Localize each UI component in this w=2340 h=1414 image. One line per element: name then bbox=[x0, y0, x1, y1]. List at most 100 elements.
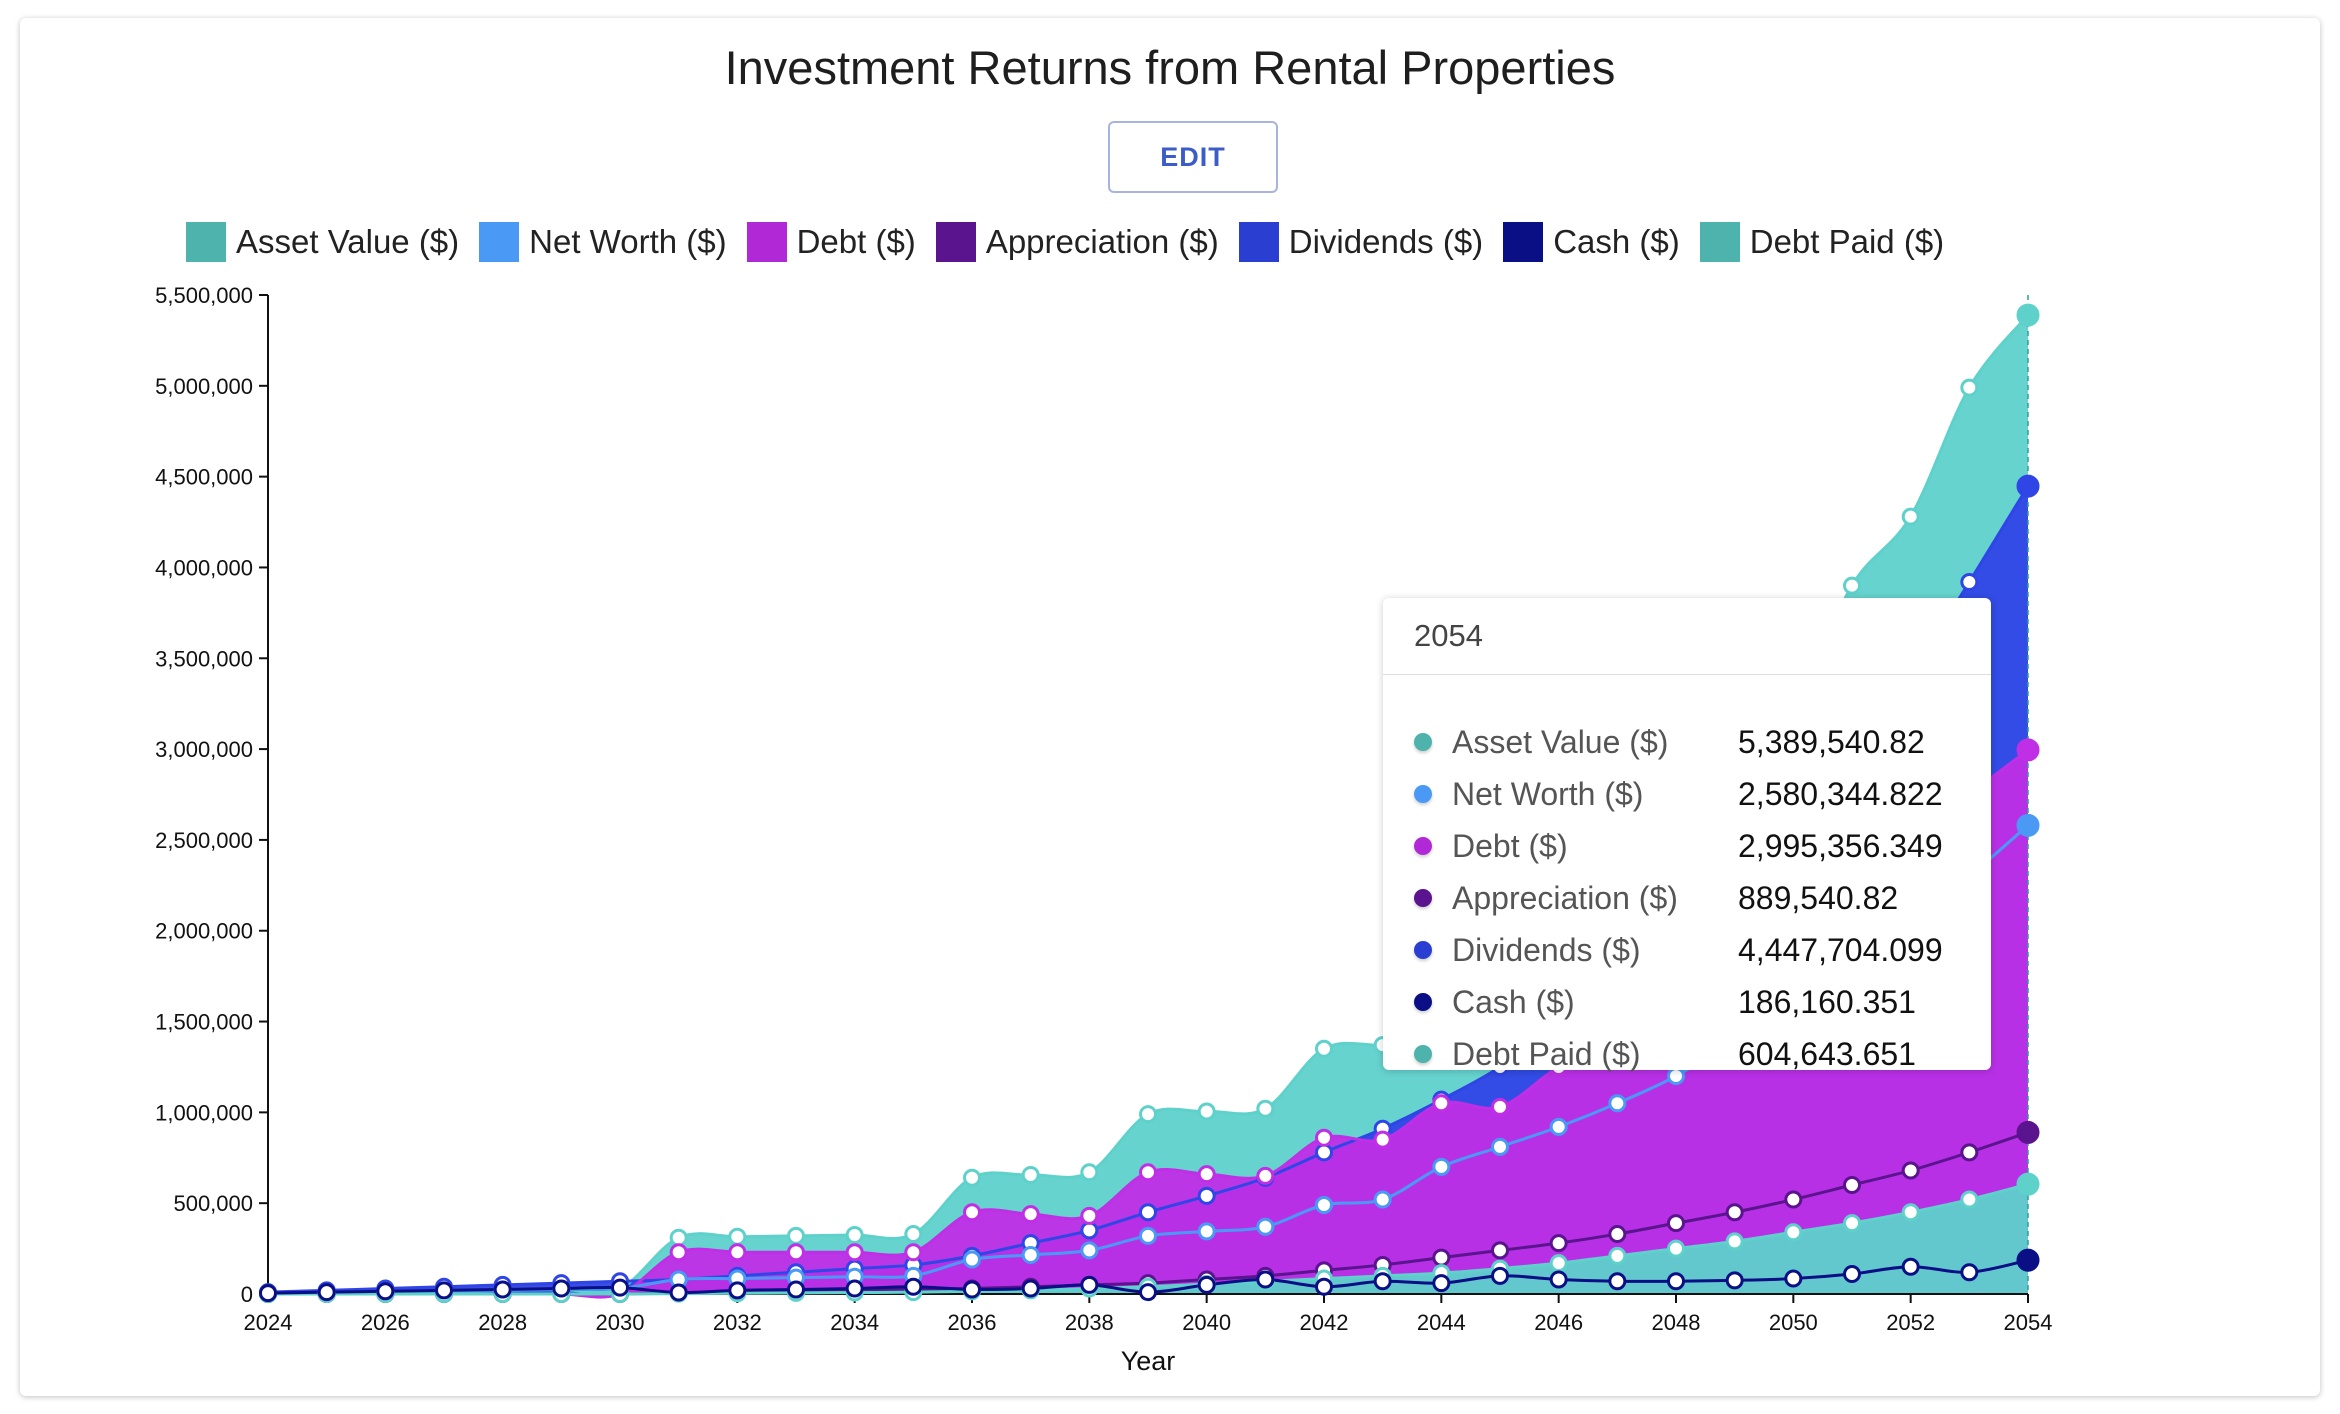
data-point-debt- bbox=[787, 1243, 805, 1262]
data-point-debt-paid- bbox=[1784, 1223, 1803, 1242]
legend-item-debt-paid[interactable]: Debt Paid ($) bbox=[1699, 222, 1944, 262]
legend-label: Net Worth ($) bbox=[529, 223, 727, 260]
data-point-cash- bbox=[1843, 1265, 1861, 1284]
legend-item-net-worth[interactable]: Net Worth ($) bbox=[479, 222, 727, 262]
tooltip-dot bbox=[1414, 785, 1432, 803]
tooltip-row-appreciation: Appreciation ($) 889,540.82 bbox=[1414, 872, 1974, 924]
data-point-debt-paid- bbox=[1608, 1246, 1627, 1265]
area-debt- bbox=[268, 749, 2028, 1298]
tooltip-row-cash: Cash ($) 186,160.351 bbox=[1414, 976, 1974, 1028]
legend-item-dividends[interactable]: Dividends ($) bbox=[1238, 222, 1483, 262]
legend-label: Asset Value ($) bbox=[236, 223, 460, 260]
data-point-debt-paid- bbox=[1960, 1190, 1979, 1209]
data-point-debt-paid- bbox=[1725, 1232, 1744, 1251]
legend-item-appreciation[interactable]: Appreciation ($) bbox=[935, 222, 1219, 262]
data-point-cash- bbox=[669, 1283, 688, 1302]
tooltip: 2054 Asset Value ($) 5,389,540.82 Net Wo… bbox=[1383, 598, 1991, 1072]
legend-label: Appreciation ($) bbox=[985, 223, 1219, 260]
data-point-appreciation- bbox=[2016, 1120, 2040, 1144]
data-point-debt- bbox=[1080, 1206, 1099, 1225]
data-point-appreciation- bbox=[1608, 1225, 1627, 1244]
data-point-debt- bbox=[1021, 1205, 1040, 1224]
tooltip-row-dividends: Dividends ($) 4,447,704.099 bbox=[1414, 924, 1974, 976]
data-point-debt-paid- bbox=[1549, 1254, 1568, 1273]
tooltip-label: Appreciation ($) bbox=[1452, 879, 1678, 916]
data-point-cash- bbox=[259, 1284, 277, 1303]
tooltip-row-debt-paid: Debt Paid ($) 604,643.651 bbox=[1414, 1028, 1974, 1080]
data-point-net-worth- bbox=[1608, 1094, 1627, 1113]
data-point-cash- bbox=[1315, 1277, 1333, 1296]
y-tick-label: 2,000,000 bbox=[155, 919, 253, 944]
x-tick-label: 2050 bbox=[1769, 1310, 1818, 1335]
data-point-appreciation- bbox=[1901, 1161, 1920, 1180]
tooltip-dot bbox=[1414, 837, 1432, 855]
data-point-net-worth- bbox=[1139, 1226, 1157, 1245]
tooltip-label: Debt ($) bbox=[1452, 827, 1568, 864]
data-point-cash- bbox=[1432, 1274, 1451, 1293]
data-point-cash- bbox=[904, 1277, 923, 1296]
data-point-cash- bbox=[787, 1280, 805, 1299]
tooltip-year: 2054 bbox=[1383, 598, 1991, 675]
x-tick-label: 2030 bbox=[596, 1310, 645, 1335]
x-tick-label: 2044 bbox=[1417, 1310, 1466, 1335]
tooltip-dot bbox=[1414, 993, 1432, 1011]
x-tick-label: 2026 bbox=[361, 1310, 410, 1335]
data-point-net-worth- bbox=[1373, 1190, 1392, 1209]
data-point-dividends- bbox=[1960, 572, 1979, 591]
data-point-net-worth- bbox=[1491, 1137, 1509, 1156]
data-point-debt- bbox=[2016, 738, 2040, 762]
legend-swatch bbox=[479, 222, 520, 262]
x-tick-label: 2048 bbox=[1652, 1310, 1701, 1335]
data-point-appreciation- bbox=[1725, 1203, 1744, 1222]
data-point-net-worth- bbox=[1197, 1222, 1216, 1241]
data-point-dividends- bbox=[1080, 1221, 1099, 1240]
data-point-debt- bbox=[1256, 1166, 1275, 1185]
y-tick-label: 2,500,000 bbox=[155, 828, 253, 853]
data-point-cash- bbox=[1256, 1270, 1275, 1289]
edit-button[interactable]: EDIT bbox=[1108, 121, 1278, 193]
area-debt-paid- bbox=[268, 1184, 2028, 1295]
y-tick-label: 0 bbox=[241, 1282, 253, 1307]
x-tick-label: 2042 bbox=[1300, 1310, 1349, 1335]
x-tick-label: 2036 bbox=[948, 1310, 997, 1335]
data-point-cash- bbox=[493, 1280, 512, 1299]
data-point-debt- bbox=[845, 1243, 864, 1262]
data-point-net-worth- bbox=[1021, 1245, 1040, 1264]
data-point-asset-value- bbox=[1901, 507, 1920, 526]
tooltip-dot bbox=[1414, 889, 1432, 907]
y-tick-label: 4,000,000 bbox=[155, 555, 253, 580]
data-point-cash- bbox=[1080, 1275, 1099, 1294]
data-point-cash- bbox=[963, 1280, 981, 1299]
x-tick-label: 2038 bbox=[1065, 1310, 1114, 1335]
data-point-debt-paid- bbox=[2016, 1172, 2040, 1196]
x-axis-title: Year bbox=[1121, 1346, 1176, 1376]
tooltip-dot bbox=[1414, 1045, 1432, 1063]
data-point-debt-paid- bbox=[1901, 1203, 1920, 1222]
legend-item-cash[interactable]: Cash ($) bbox=[1503, 222, 1680, 262]
data-point-asset-value- bbox=[2016, 303, 2040, 327]
data-point-debt-paid- bbox=[1843, 1214, 1861, 1233]
tooltip-value: 5,389,540.82 bbox=[1738, 723, 1925, 760]
x-tick-label: 2052 bbox=[1886, 1310, 1935, 1335]
data-point-cash- bbox=[317, 1283, 336, 1302]
y-tick-label: 5,500,000 bbox=[155, 283, 253, 308]
legend-item-debt[interactable]: Debt ($) bbox=[746, 222, 916, 262]
data-point-debt- bbox=[1491, 1097, 1509, 1116]
y-tick-label: 1,500,000 bbox=[155, 1010, 253, 1035]
data-point-cash- bbox=[611, 1278, 629, 1297]
data-point-appreciation- bbox=[1432, 1248, 1451, 1267]
data-point-appreciation- bbox=[1960, 1143, 1979, 1162]
x-tick-label: 2032 bbox=[713, 1310, 762, 1335]
x-tick-label: 2054 bbox=[2004, 1310, 2053, 1335]
legend-item-asset-value[interactable]: Asset Value ($) bbox=[186, 222, 459, 262]
data-point-debt- bbox=[963, 1203, 981, 1222]
tooltip-label: Net Worth ($) bbox=[1452, 775, 1644, 812]
data-point-appreciation- bbox=[1784, 1190, 1803, 1209]
x-tick-label: 2040 bbox=[1182, 1310, 1231, 1335]
data-point-asset-value- bbox=[1021, 1166, 1040, 1185]
x-tick-label: 2024 bbox=[244, 1310, 293, 1335]
x-tick-label: 2046 bbox=[1534, 1310, 1583, 1335]
y-tick-label: 1,000,000 bbox=[155, 1100, 253, 1125]
data-point-appreciation- bbox=[1549, 1234, 1568, 1253]
legend-swatch bbox=[935, 222, 976, 262]
